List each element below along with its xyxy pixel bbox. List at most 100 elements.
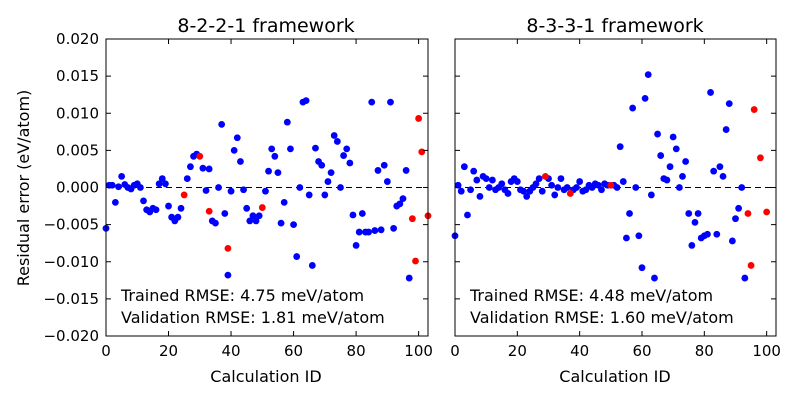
trained-point bbox=[162, 180, 169, 188]
x-tick-label: 20 bbox=[159, 342, 178, 360]
y-tick-label: 0.000 bbox=[56, 179, 99, 197]
trained-point bbox=[296, 184, 304, 191]
trained-point bbox=[387, 98, 394, 106]
trained-point bbox=[513, 178, 521, 185]
panel-8-2-2-1: 8-2-2-1 framework Residual error (eV/ato… bbox=[14, 15, 433, 386]
trained-point bbox=[623, 234, 630, 242]
trained-point bbox=[538, 187, 546, 195]
y-tick-label: −0.020 bbox=[43, 327, 99, 345]
trained-point bbox=[352, 242, 360, 249]
x-tick-label: 40 bbox=[570, 342, 589, 360]
trained-point bbox=[635, 232, 643, 240]
trained-point bbox=[732, 215, 739, 223]
validation-point bbox=[744, 210, 752, 217]
trained-point bbox=[330, 132, 338, 139]
trained-point bbox=[457, 187, 465, 195]
trained-point bbox=[199, 164, 207, 172]
validation-point bbox=[566, 190, 574, 197]
validation-point bbox=[196, 152, 204, 160]
trained-point bbox=[202, 187, 210, 194]
trained-point bbox=[613, 184, 621, 191]
trained-point bbox=[735, 204, 742, 212]
trained-point bbox=[626, 210, 633, 217]
trained-point bbox=[498, 180, 506, 188]
validation-point bbox=[418, 148, 426, 156]
trained-point bbox=[691, 219, 699, 226]
chart-title: 8-3-3-1 framework bbox=[526, 15, 703, 37]
validation-rmse-annotation: Validation RMSE: 1.60 meV/atom bbox=[470, 308, 734, 327]
trained-point bbox=[728, 237, 736, 245]
trained-point bbox=[349, 211, 357, 219]
validation-rmse-annotation: Validation RMSE: 1.81 meV/atom bbox=[121, 308, 385, 327]
validation-point bbox=[408, 215, 416, 223]
trained-series bbox=[102, 97, 413, 282]
trained-rmse-annotation: Trained RMSE: 4.75 meV/atom bbox=[120, 286, 364, 305]
trained-point bbox=[682, 158, 690, 165]
trained-point bbox=[337, 184, 344, 191]
x-tick-label: 100 bbox=[752, 342, 781, 360]
trained-point bbox=[224, 271, 232, 279]
x-tick-label: 80 bbox=[695, 342, 714, 360]
trained-point bbox=[233, 134, 241, 142]
trained-point bbox=[470, 167, 478, 175]
trained-point bbox=[632, 184, 640, 191]
trained-point bbox=[707, 89, 714, 96]
trained-point bbox=[716, 163, 724, 171]
panel-8-3-3-1: 8-3-3-1 framework Calculation ID Trained… bbox=[450, 15, 781, 386]
validation-point bbox=[757, 154, 764, 162]
trained-point bbox=[221, 210, 229, 217]
x-tick-label: 100 bbox=[404, 342, 433, 360]
trained-point bbox=[688, 242, 696, 249]
trained-point bbox=[669, 133, 677, 141]
trained-point bbox=[346, 159, 354, 167]
trained-point bbox=[704, 230, 711, 238]
trained-point bbox=[380, 161, 388, 169]
trained-point bbox=[489, 176, 496, 184]
trained-point bbox=[722, 126, 730, 133]
validation-point bbox=[541, 172, 549, 180]
trained-point bbox=[165, 202, 172, 210]
trained-point bbox=[535, 175, 543, 182]
trained-point bbox=[520, 187, 527, 195]
trained-point bbox=[504, 190, 512, 197]
y-tick-label: 0.015 bbox=[56, 67, 99, 85]
trained-point bbox=[312, 144, 319, 152]
trained-rmse-annotation: Trained RMSE: 4.48 meV/atom bbox=[469, 286, 713, 305]
trained-point bbox=[321, 191, 329, 199]
trained-point bbox=[333, 138, 341, 145]
trained-point bbox=[563, 184, 571, 191]
trained-point bbox=[679, 172, 686, 180]
validation-point bbox=[763, 208, 771, 216]
trained-point bbox=[460, 163, 468, 171]
validation-point bbox=[258, 204, 266, 211]
trained-point bbox=[557, 175, 565, 182]
y-tick-label: 0.020 bbox=[56, 30, 99, 48]
trained-point bbox=[548, 181, 556, 189]
trained-point bbox=[274, 169, 282, 177]
trained-point bbox=[672, 145, 680, 153]
trained-point bbox=[343, 145, 351, 153]
trained-point bbox=[271, 152, 279, 160]
trained-point bbox=[651, 274, 658, 282]
trained-point bbox=[654, 130, 661, 138]
trained-point bbox=[283, 118, 291, 126]
trained-point bbox=[268, 145, 276, 153]
trained-point bbox=[738, 184, 746, 191]
validation-series bbox=[180, 115, 432, 265]
trained-point bbox=[177, 204, 185, 212]
trained-point bbox=[265, 167, 272, 175]
x-tick-label: 60 bbox=[632, 342, 651, 360]
trained-point bbox=[140, 197, 147, 205]
trained-point bbox=[318, 161, 326, 169]
trained-point bbox=[183, 175, 191, 182]
x-tick-label: 60 bbox=[284, 342, 303, 360]
trained-point bbox=[675, 184, 683, 191]
trained-point bbox=[240, 186, 247, 194]
validation-point bbox=[205, 207, 213, 215]
validation-point bbox=[750, 106, 758, 113]
trained-point bbox=[115, 183, 122, 191]
trained-point bbox=[383, 178, 391, 185]
x-tick-label: 0 bbox=[101, 342, 111, 360]
trained-point bbox=[377, 226, 385, 234]
